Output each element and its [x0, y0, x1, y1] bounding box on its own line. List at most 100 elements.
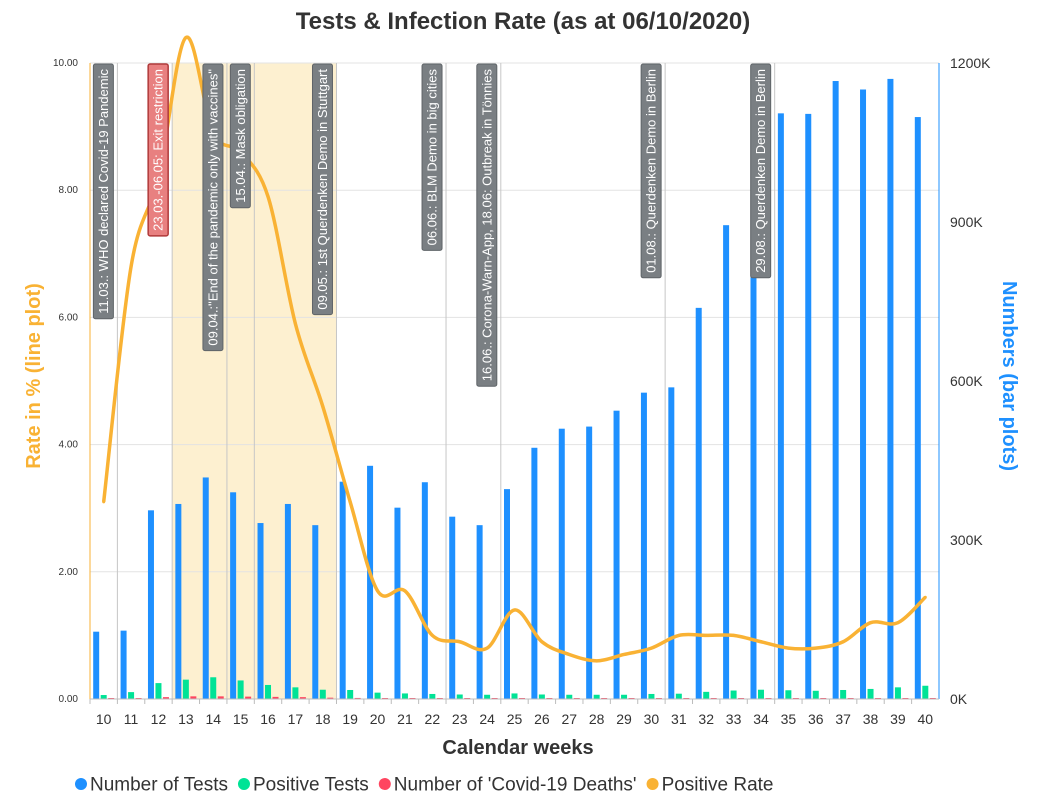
legend-label-0: Number of Tests: [90, 775, 228, 796]
rate-point-20: [376, 589, 380, 593]
positive-bar-31: [675, 693, 682, 699]
tests-bar-22: [421, 482, 428, 699]
tests-bar-25: [504, 489, 510, 699]
tests-bar-26: [531, 447, 538, 699]
positive-bar-22: [429, 693, 436, 699]
x-tick-29: 29: [616, 711, 632, 727]
annotation-7: 01.08.: Querdenken Demo in Berlin: [640, 63, 662, 279]
annotation-label-3: 15.04.: Mask obligation: [233, 69, 248, 203]
x-tick-12: 12: [151, 711, 167, 727]
annotation-label-2: 09.04.:"End of the pandemic only with va…: [205, 69, 220, 346]
x-tick-14: 14: [205, 711, 221, 727]
rate-point-16: [266, 195, 270, 199]
annotation-box-0: [92, 63, 114, 320]
x-tick-15: 15: [233, 711, 249, 727]
x-tick-27: 27: [561, 711, 577, 727]
tests-bar-33: [723, 225, 730, 699]
axis-layer: 0.00 2.00 4.00 6.00 8.00 10.00 0K 300K 600K 900K 1…: [53, 55, 991, 727]
tests-bar-23: [449, 516, 456, 699]
x-tick-19: 19: [342, 711, 358, 727]
annotation-label-6: 16.06.: Corona-Warn-App, 18.06: Outbreak…: [479, 69, 494, 382]
rate-point-13: [184, 36, 188, 40]
x-tick-39: 39: [890, 711, 906, 727]
x-tick-10: 10: [96, 711, 112, 727]
positive-bar-30: [648, 693, 655, 699]
positive-bar-26: [538, 694, 545, 699]
annotation-line-layer: [116, 63, 776, 699]
positive-bar-10: [100, 695, 107, 699]
rate-point-26: [540, 640, 544, 644]
positive-bar-13: [182, 679, 189, 699]
x-tick-16: 16: [260, 711, 276, 727]
positive-bar-27: [566, 694, 573, 699]
positive-bar-37: [840, 689, 847, 699]
x-tick-34: 34: [753, 711, 769, 727]
positive-bar-18: [319, 689, 326, 699]
deaths-bar-15: [245, 696, 252, 699]
rate-point-23: [458, 640, 462, 644]
bar-layer: [93, 78, 936, 700]
rate-point-27: [567, 652, 571, 656]
x-tick-35: 35: [781, 711, 797, 727]
legend-item-2: Number of 'Covid-19 Deaths': [378, 775, 637, 796]
positive-bar-17: [292, 687, 299, 699]
tests-bar-35: [777, 113, 784, 700]
positive-bar-11: [128, 692, 135, 699]
x-tick-23: 23: [452, 711, 468, 727]
deaths-bar-16: [272, 696, 279, 699]
x-tick-25: 25: [507, 711, 523, 727]
annotation-box-1: [147, 63, 169, 237]
left-tick-10.00: 10.00: [53, 58, 78, 69]
left-axis-title: Rate in % (line plot): [23, 283, 45, 469]
positive-bar-16: [265, 684, 272, 699]
left-tick-0.00: 0.00: [59, 694, 79, 705]
positive-bar-15: [237, 680, 244, 699]
annotation-box-3: [229, 63, 251, 209]
rate-point-10: [102, 500, 106, 504]
legend-item-0: Number of Tests: [75, 775, 228, 796]
positive-bar-19: [347, 689, 354, 699]
legend-label-3: Positive Rate: [662, 775, 774, 796]
tests-bar-34: [750, 138, 757, 699]
rate-point-37: [841, 640, 845, 644]
annotation-5: 06.06.: BLM Demo in big cities: [421, 63, 443, 251]
rate-point-34: [759, 640, 763, 644]
x-tick-11: 11: [124, 711, 139, 727]
annotation-4: 09.05.: 1st Querdenken Demo in Stuttgart: [311, 63, 333, 316]
right-tick-600K: 600K: [950, 373, 983, 389]
rate-point-30: [649, 646, 653, 650]
tests-bar-28: [586, 426, 593, 699]
legend-marker-1: [237, 778, 250, 790]
annotation-0: 11.03.: WHO declared Covid-19 Pandemic: [92, 63, 114, 320]
positive-bar-14: [210, 677, 217, 699]
annotation-8: 29.08.: Querdenken Demo in Berlin: [750, 63, 772, 279]
tests-bar-20: [367, 465, 374, 699]
tests-bar-27: [558, 428, 565, 699]
annotation-1: 23.03.-06.05: Exit restriction: [147, 63, 169, 237]
legend-marker-3: [646, 778, 659, 790]
rate-point-29: [622, 652, 626, 656]
right-tick-0K: 0K: [950, 691, 968, 707]
positive-bar-39: [894, 687, 901, 699]
rate-point-19: [348, 500, 352, 504]
tests-bar-11: [120, 630, 127, 699]
annotation-label-5: 06.06.: BLM Demo in big cities: [425, 69, 440, 246]
rate-point-32: [704, 633, 708, 637]
positive-bar-20: [374, 692, 381, 699]
annotation-6: 16.06.: Corona-Warn-App, 18.06: Outbreak…: [476, 63, 498, 387]
legend-label-2: Number of 'Covid-19 Deaths': [394, 775, 637, 796]
rate-point-39: [896, 621, 900, 625]
x-tick-40: 40: [918, 711, 934, 727]
tests-bar-15: [230, 492, 237, 699]
tests-bar-10: [93, 631, 100, 699]
positive-bar-29: [621, 694, 628, 699]
positive-bar-21: [401, 693, 408, 699]
positive-bar-33: [730, 690, 737, 699]
rate-point-40: [923, 595, 927, 599]
positive-bar-40: [922, 685, 929, 699]
tests-bar-14: [202, 477, 209, 699]
legend-item-1: Positive Tests: [237, 775, 369, 796]
x-tick-36: 36: [808, 711, 824, 727]
tests-bar-29: [613, 410, 620, 699]
